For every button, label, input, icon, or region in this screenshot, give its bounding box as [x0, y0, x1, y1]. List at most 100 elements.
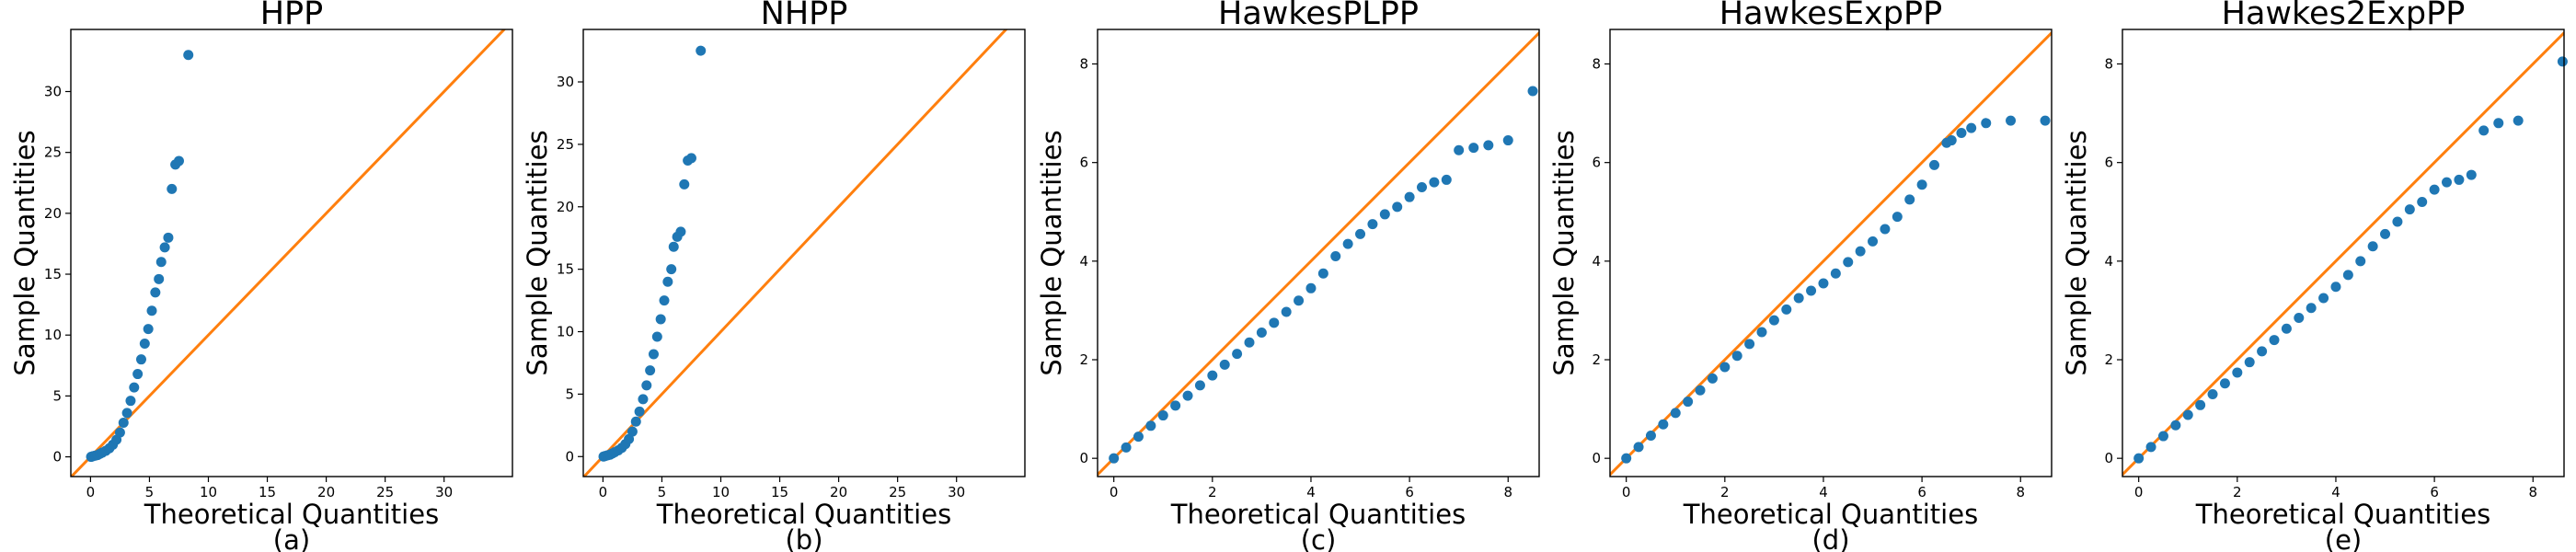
y-tick-label: 20: [557, 199, 574, 215]
y-tick-label: 4: [1592, 253, 1601, 270]
y-axis-label: Sample Quantities: [522, 130, 553, 375]
x-tick-label: 30: [948, 484, 965, 500]
data-point: [1281, 306, 1292, 317]
data-point: [2417, 197, 2428, 208]
y-tick-label: 5: [565, 385, 574, 402]
x-tick-label: 6: [2430, 484, 2439, 500]
data-point: [1392, 201, 1403, 213]
data-point: [668, 241, 679, 252]
y-tick-label: 25: [557, 136, 574, 153]
data-point: [2006, 115, 2017, 126]
y-tick-label: 4: [2104, 253, 2113, 270]
data-point: [1379, 209, 1390, 220]
subplot: 0 2 4 6 8 0 2 4 6 8 HawkesPLPP Theoretical Quantiti…: [1036, 0, 1540, 552]
data-point: [1355, 228, 1366, 239]
data-point: [154, 273, 165, 284]
data-point: [2040, 115, 2051, 126]
data-point: [2355, 256, 2366, 267]
data-point: [2244, 357, 2255, 368]
data-point: [648, 349, 659, 360]
y-tick-label: 0: [52, 449, 62, 466]
caption: (e): [2325, 524, 2362, 552]
data-point: [1170, 400, 1181, 411]
data-point: [1892, 212, 1903, 223]
reference-line: [1610, 30, 2052, 477]
data-point: [1946, 135, 1957, 146]
data-point: [1806, 285, 1817, 296]
data-point: [2392, 216, 2403, 227]
axes-frame: [70, 29, 513, 477]
y-tick-label: 10: [557, 324, 574, 340]
data-point: [135, 354, 146, 365]
data-point: [1916, 179, 1927, 190]
y-tick-label: 8: [2104, 56, 2113, 73]
data-point: [163, 232, 174, 243]
data-point: [1527, 86, 1538, 97]
data-point: [1793, 293, 1804, 304]
data-point: [675, 226, 686, 237]
x-tick-label: 4: [1306, 484, 1316, 500]
data-point: [1121, 442, 1132, 453]
data-point: [1956, 128, 1967, 139]
x-tick-label: 15: [259, 484, 276, 500]
data-point: [2454, 174, 2465, 185]
data-point: [634, 406, 645, 417]
data-point: [679, 178, 690, 190]
x-tick-label: 10: [200, 484, 217, 500]
data-point: [1219, 359, 1230, 370]
axes-frame: [1609, 29, 2053, 477]
x-tick-label: 6: [1405, 484, 1414, 500]
chart-title: HPP: [260, 0, 324, 32]
data-point: [641, 380, 652, 391]
caption: (c): [1301, 524, 1337, 552]
data-point: [1929, 159, 1939, 170]
data-point: [1468, 143, 1479, 154]
data-point: [666, 264, 677, 275]
data-point: [2367, 241, 2378, 252]
x-tick-label: 5: [145, 484, 155, 500]
data-point: [2133, 453, 2145, 464]
y-tick-label: 6: [2104, 155, 2113, 171]
data-point: [645, 365, 656, 376]
data-point: [2557, 56, 2568, 67]
x-tick-label: 8: [1503, 484, 1512, 500]
y-tick-label: 20: [44, 205, 62, 222]
data-point: [1855, 246, 1866, 257]
data-point: [1256, 328, 1267, 339]
y-tick-label: 15: [44, 266, 62, 282]
data-point: [1194, 380, 1205, 391]
x-tick-label: 0: [599, 484, 608, 500]
data-point: [1966, 122, 1977, 133]
x-tick-label: 0: [1110, 484, 1119, 500]
x-tick-label: 4: [1819, 484, 1828, 500]
chart-title: HawkesExpPP: [1719, 0, 1942, 32]
data-point: [139, 338, 150, 349]
x-tick-label: 2: [1720, 484, 1730, 500]
data-point: [1145, 420, 1156, 431]
data-point: [1404, 191, 1415, 202]
data-point: [1441, 174, 1452, 185]
data-point: [1232, 349, 1243, 360]
y-tick-label: 8: [1079, 56, 1088, 73]
data-point: [2318, 293, 2329, 304]
data-point: [121, 408, 132, 419]
reference-line: [2122, 30, 2564, 477]
x-axis-label: Theoretical Quantities: [2195, 499, 2490, 530]
data-point: [2207, 389, 2218, 400]
axes-frame: [1097, 29, 1540, 477]
data-point: [1294, 295, 1305, 306]
data-point: [146, 305, 157, 316]
data-point: [1707, 373, 1718, 384]
data-point: [2513, 115, 2524, 126]
data-point: [1483, 140, 1494, 151]
data-point: [1645, 431, 1656, 442]
y-tick-label: 15: [557, 261, 574, 278]
data-point: [651, 331, 662, 342]
data-point: [2380, 228, 2391, 239]
data-point: [132, 369, 144, 380]
x-axis-label: Theoretical Quantities: [144, 499, 439, 530]
data-point: [1818, 278, 1829, 289]
data-point: [1744, 339, 1755, 350]
data-point: [1109, 453, 1120, 464]
